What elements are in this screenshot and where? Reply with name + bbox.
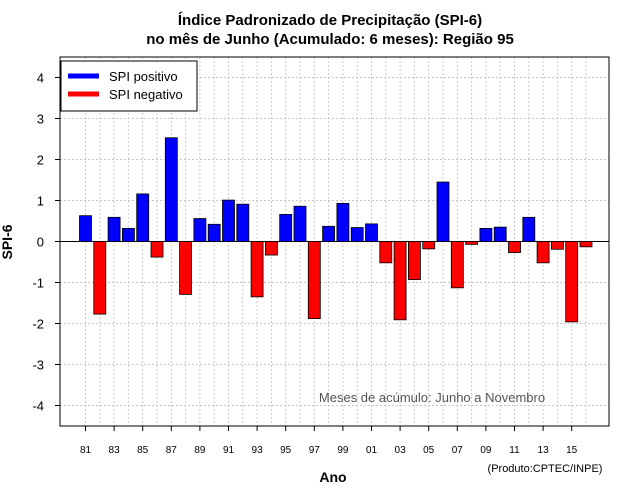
bar-2011 xyxy=(508,241,521,253)
y-tick-label: -3 xyxy=(32,358,44,373)
legend-positive-label: SPI positivo xyxy=(109,69,178,84)
x-tick-label: 03 xyxy=(395,445,407,456)
bar-1989 xyxy=(193,218,207,242)
x-tick-label: 09 xyxy=(480,445,492,456)
bar-1981 xyxy=(79,215,92,242)
bar-1992 xyxy=(236,203,250,242)
bar-1998 xyxy=(322,225,336,242)
bar-2014 xyxy=(551,241,564,250)
bar-1986 xyxy=(150,241,164,258)
bar-2002 xyxy=(379,241,393,264)
bar-2009 xyxy=(479,227,493,242)
bar-2006 xyxy=(436,181,450,242)
x-tick-label: 15 xyxy=(566,445,578,456)
x-tick-label: 91 xyxy=(223,445,235,456)
y-tick-label: -1 xyxy=(32,276,44,291)
y-tick-label: 2 xyxy=(37,153,44,168)
bar-2015 xyxy=(565,241,579,323)
y-tick-label: 1 xyxy=(37,194,44,209)
bar-2010 xyxy=(493,226,507,242)
bar-1990 xyxy=(207,223,221,242)
product-credit: (Produto:CPTEC/INPE) xyxy=(488,463,603,475)
bar-2004 xyxy=(407,241,421,281)
bar-1982 xyxy=(93,241,107,315)
x-tick-label: 97 xyxy=(309,445,321,456)
bar-1995 xyxy=(279,214,293,242)
y-tick-label: 0 xyxy=(37,235,44,250)
bar-1996 xyxy=(293,205,307,242)
legend-negative-label: SPI negativo xyxy=(109,87,183,102)
y-axis: 4 3 2 1 0 -1 -2 -3 -4 xyxy=(32,71,60,414)
y-tick-label: 4 xyxy=(37,71,44,86)
x-axis-label: Ano xyxy=(319,469,346,485)
x-tick-label: 81 xyxy=(80,445,92,456)
x-tick-label: 93 xyxy=(252,445,264,456)
bars xyxy=(79,137,593,323)
x-tick-label: 83 xyxy=(109,445,121,456)
x-tick-label: 85 xyxy=(137,445,149,456)
bar-1997 xyxy=(307,241,321,319)
chart-subtitle: no mês de Junho (Acumulado: 6 meses): Re… xyxy=(146,31,514,48)
x-tick-label: 01 xyxy=(366,445,378,456)
x-tick-label: 87 xyxy=(166,445,178,456)
bar-2016 xyxy=(579,241,593,248)
bar-2013 xyxy=(536,241,550,264)
bar-2007 xyxy=(450,241,464,289)
bar-1991 xyxy=(222,199,235,242)
bar-1999 xyxy=(336,202,350,242)
x-tick-label: 07 xyxy=(452,445,464,456)
bar-2000 xyxy=(350,227,364,242)
x-tick-label: 13 xyxy=(538,445,550,456)
bar-2012 xyxy=(522,216,536,242)
y-tick-label: -2 xyxy=(32,317,44,332)
x-tick-label: 11 xyxy=(509,445,520,456)
y-tick-label: 3 xyxy=(37,112,44,127)
bar-1984 xyxy=(122,227,135,242)
bar-1983 xyxy=(107,216,121,242)
chart-title: Índice Padronizado de Precipitação (SPI-… xyxy=(178,12,482,29)
x-tick-label: 99 xyxy=(337,445,349,456)
y-tick-label: -4 xyxy=(32,399,44,414)
legend-box xyxy=(60,60,198,112)
bar-2003 xyxy=(393,241,407,321)
x-tick-label: 95 xyxy=(280,445,292,456)
bar-1988 xyxy=(179,241,193,295)
x-tick-label: 05 xyxy=(423,445,435,456)
bar-1987 xyxy=(164,137,178,242)
bar-1985 xyxy=(136,193,150,242)
bar-2005 xyxy=(422,241,436,250)
bar-2008 xyxy=(465,241,479,245)
y-axis-label: SPI-6 xyxy=(0,224,15,259)
bar-2001 xyxy=(365,223,378,242)
x-axis: 81 83 85 87 89 91 93 95 97 99 01 03 05 07 09 11 13 15 xyxy=(80,426,578,456)
x-tick-label: 89 xyxy=(194,445,206,456)
accumulation-note: Meses de acúmulo: Junho a Novembro xyxy=(319,390,545,405)
bar-1994 xyxy=(264,241,278,256)
legend: SPI positivo SPI negativo xyxy=(60,60,198,112)
bar-1993 xyxy=(250,241,264,298)
